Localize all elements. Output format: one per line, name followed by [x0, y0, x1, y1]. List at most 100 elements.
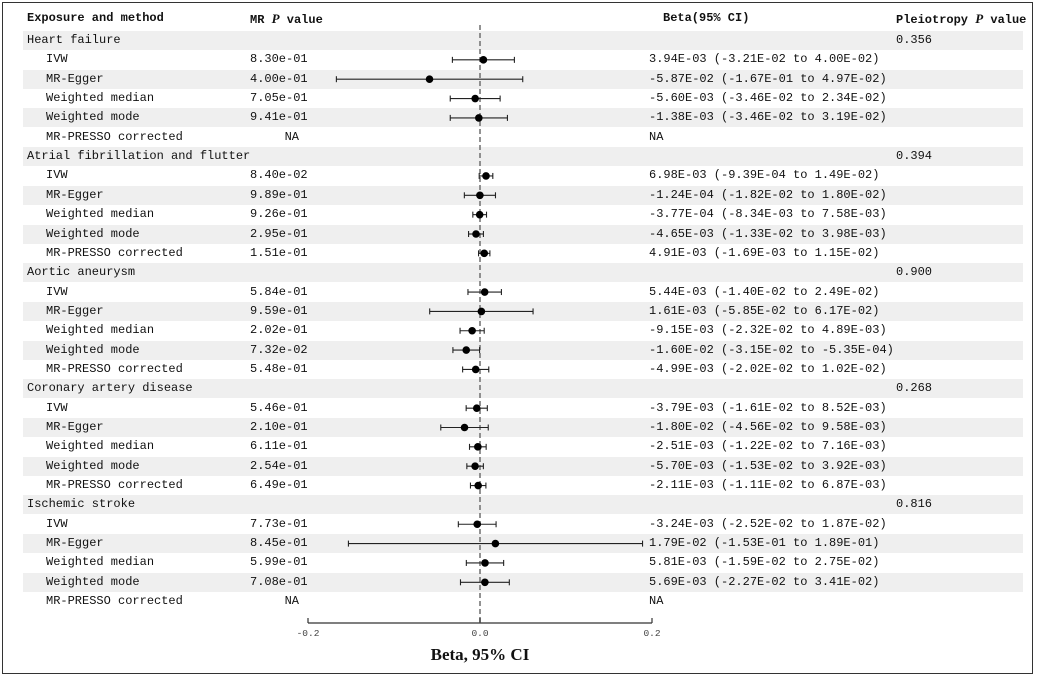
pleiotropy-p-value: 0.394 — [896, 149, 933, 164]
method-row: Weighted mode 2.95e-01 -4.65E-03 (-1.33E-0… — [23, 224, 1023, 244]
beta-ci-text: -1.38E-03 (-3.46E-02 to 3.19E-02) — [649, 110, 887, 125]
beta-ci-text: -3.77E-04 (-8.34E-03 to 7.58E-03) — [649, 207, 887, 222]
beta-ci-text: -5.70E-03 (-1.53E-02 to 3.92E-03) — [649, 458, 887, 473]
mr-p-value: 6.11e-01 — [250, 439, 308, 454]
method-name: MR-Egger — [46, 187, 104, 202]
point-estimate — [477, 307, 486, 316]
method-row: Weighted mode 9.41e-01 -1.38E-03 (-3.46E-0… — [23, 108, 1023, 128]
pleiotropy-p-value: 0.900 — [896, 265, 933, 280]
point-estimate — [481, 559, 489, 567]
header-beta-ci: Beta(95% CI) — [663, 11, 750, 25]
group-row: Ischemic stroke 0.816 — [23, 495, 1023, 515]
beta-ci-text: -5.87E-02 (-1.67E-01 to 4.97E-02) — [649, 71, 887, 86]
header-mr-p-prefix: MR — [250, 13, 272, 27]
header-pleio-italic: P — [975, 11, 984, 26]
beta-ci-text: -3.24E-03 (-2.52E-02 to 1.87E-02) — [649, 516, 887, 531]
method-name: IVW — [46, 516, 68, 531]
beta-ci-text: -9.15E-03 (-2.32E-02 to 4.89E-03) — [649, 323, 887, 338]
beta-ci-text: -3.79E-03 (-1.61E-02 to 8.52E-03) — [649, 400, 887, 415]
point-estimate — [468, 326, 476, 335]
mr-p-value: 7.32e-02 — [250, 342, 308, 357]
method-name: Weighted mode — [46, 574, 140, 589]
beta-ci-text: -1.60E-02 (-3.15E-02 to -5.35E-04) — [649, 342, 894, 357]
mr-p-value: 2.54e-01 — [250, 458, 308, 473]
beta-ci-text: 1.61E-03 (-5.85E-02 to 6.17E-02) — [649, 303, 880, 318]
method-name: Weighted median — [46, 323, 155, 338]
group-row: Heart failure 0.356 — [23, 31, 1023, 50]
method-row: MR-PRESSO corrected 6.49e-01 -2.11E-03 (-1… — [23, 476, 1023, 495]
header-mr-p-suffix: value — [279, 13, 323, 27]
group-row: Coronary artery disease 0.268 — [23, 379, 1023, 399]
method-name: Weighted median — [46, 439, 155, 454]
method-name: IVW — [46, 400, 68, 415]
pleiotropy-p-value: 0.268 — [896, 381, 933, 396]
header-pleio-suffix: value — [983, 13, 1027, 27]
beta-ci-text: -2.51E-03 (-1.22E-02 to 7.16E-03) — [649, 439, 887, 454]
point-estimate — [480, 288, 489, 296]
method-row: MR-PRESSO corrected NA NA — [23, 128, 1023, 147]
mr-p-value: 7.08e-01 — [250, 574, 308, 589]
method-name: MR-Egger — [46, 303, 104, 318]
method-row: MR-Egger 9.89e-01 -1.24E-04 (-1.82E-02 to … — [23, 185, 1023, 205]
method-row: Weighted median 9.26e-01 -3.77E-04 (-8.34E… — [23, 205, 1023, 224]
point-estimate — [471, 94, 479, 103]
point-estimate — [471, 365, 480, 374]
point-estimate — [471, 462, 479, 471]
beta-ci-text: 1.79E-02 (-1.53E-01 to 1.89E-01) — [649, 536, 880, 551]
pleiotropy-p-value: 0.356 — [896, 33, 933, 47]
mr-p-value: 5.48e-01 — [250, 361, 308, 376]
header-mr-p-italic: P — [271, 11, 280, 26]
point-estimate — [472, 230, 480, 238]
method-name: MR-PRESSO corrected — [46, 594, 183, 609]
beta-ci-text: 6.98E-03 (-9.39E-04 to 1.49E-02) — [649, 168, 880, 183]
beta-ci-text: -4.65E-03 (-1.33E-02 to 3.98E-03) — [649, 226, 887, 241]
group-name: Aortic aneurysm — [27, 265, 136, 280]
method-row: IVW 7.73e-01 -3.24E-03 (-2.52E-02 to 1.87E… — [23, 515, 1023, 534]
pleiotropy-p-value: 0.816 — [896, 497, 933, 512]
point-estimate — [472, 404, 481, 412]
method-row: IVW 5.84e-01 5.44E-03 (-1.40E-02 to 2.49E-… — [23, 283, 1023, 302]
mr-p-value: 5.99e-01 — [250, 555, 308, 570]
mr-p-value: 8.30e-01 — [250, 52, 308, 67]
method-name: Weighted mode — [46, 342, 140, 357]
beta-ci-text: NA — [649, 594, 664, 609]
beta-ci-text: -1.24E-04 (-1.82E-02 to 1.80E-02) — [649, 187, 887, 202]
header-mr-p-value: MR P value — [250, 11, 323, 27]
mr-p-value: 5.84e-01 — [250, 284, 308, 299]
mr-p-value: 6.49e-01 — [250, 478, 308, 493]
mr-p-value: NA — [284, 129, 299, 144]
group-row: Aortic aneurysm 0.900 — [23, 263, 1023, 283]
point-estimate — [475, 210, 484, 219]
beta-ci-text: 3.94E-03 (-3.21E-02 to 4.00E-02) — [649, 52, 880, 67]
point-estimate — [480, 249, 489, 258]
beta-ci-text: -5.60E-03 (-3.46E-02 to 2.34E-02) — [649, 91, 887, 106]
group-name: Coronary artery disease — [27, 381, 193, 396]
method-row: Weighted median 2.02e-01 -9.15E-03 (-2.32E… — [23, 321, 1023, 340]
group-name: Heart failure — [27, 33, 121, 47]
x-tick-label: -0.2 — [296, 628, 320, 639]
mr-p-value: 5.46e-01 — [250, 400, 308, 415]
mr-p-value: 2.02e-01 — [250, 323, 308, 338]
method-name: Weighted median — [46, 207, 155, 222]
method-row: Weighted median 5.99e-01 5.81E-03 (-1.59E-… — [23, 553, 1023, 572]
mr-p-value: 2.95e-01 — [250, 226, 308, 241]
point-estimate — [462, 346, 471, 354]
method-name: IVW — [46, 168, 68, 183]
method-name: IVW — [46, 284, 68, 299]
mr-p-value: 2.10e-01 — [250, 420, 308, 434]
method-name: MR-PRESSO corrected — [46, 245, 183, 260]
method-row: IVW 8.40e-02 6.98E-03 (-9.39E-04 to 1.49E-… — [23, 166, 1023, 185]
method-row: MR-Egger 2.10e-01 -1.80E-02 (-4.56E-02 to … — [23, 418, 1023, 437]
method-row: MR-PRESSO corrected NA NA — [23, 592, 1023, 611]
method-row: IVW 8.30e-01 3.94E-03 (-3.21E-02 to 4.00E-… — [23, 50, 1023, 69]
mr-p-value: NA — [284, 594, 299, 609]
method-row: IVW 5.46e-01 -3.79E-03 (-1.61E-02 to 8.52E… — [23, 399, 1023, 418]
beta-ci-text: -2.11E-03 (-1.11E-02 to 6.87E-03) — [649, 478, 887, 493]
mr-p-value: 1.51e-01 — [250, 245, 308, 260]
method-name: Weighted mode — [46, 226, 140, 241]
beta-ci-text: 5.81E-03 (-1.59E-02 to 2.75E-02) — [649, 555, 880, 570]
method-name: MR-Egger — [46, 420, 104, 434]
mr-p-value: 8.45e-01 — [250, 536, 308, 551]
mr-p-value: 8.40e-02 — [250, 168, 308, 183]
group-name: Atrial fibrillation and flutter — [27, 149, 251, 164]
